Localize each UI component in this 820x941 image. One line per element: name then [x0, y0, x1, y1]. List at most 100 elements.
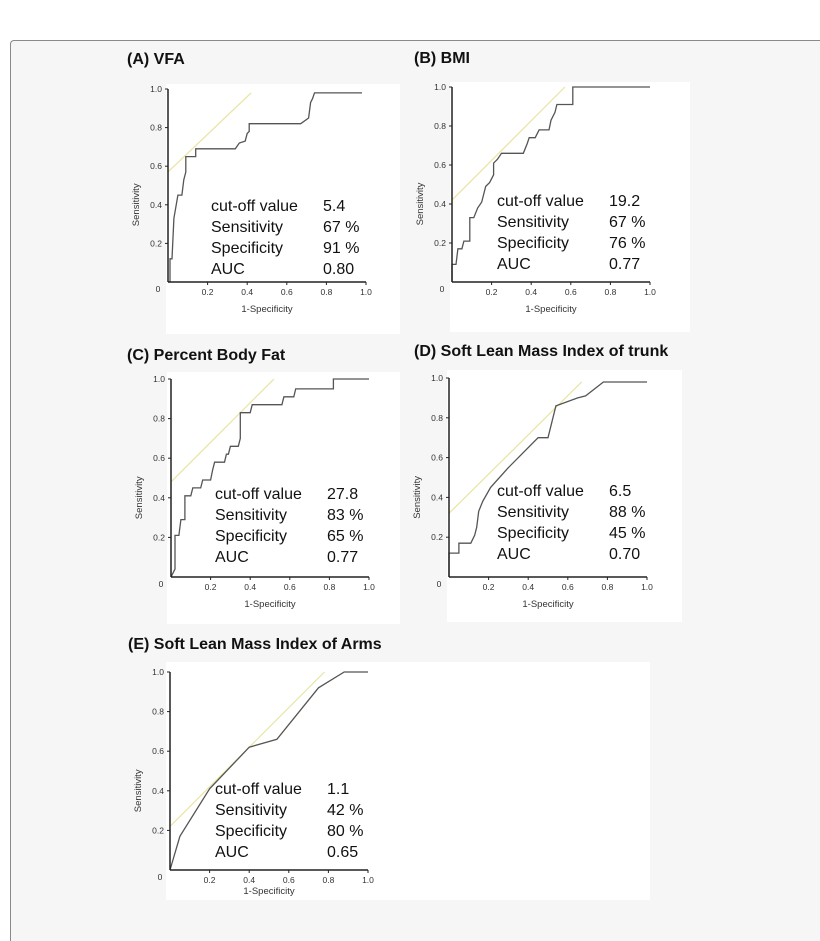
stat-value: 88 %	[609, 504, 646, 521]
x-tick-label: 0.6	[562, 582, 574, 592]
stat-row: cut-off value 19.2	[497, 191, 640, 212]
x-tick-label: 0.4	[241, 287, 253, 297]
stat-value: 65 %	[327, 528, 364, 545]
roc-curve	[168, 92, 362, 283]
plot-background	[167, 372, 400, 624]
panel-b-title: (B) BMI	[414, 50, 470, 67]
x-tick-label: 0.2	[483, 582, 495, 592]
stat-value: 45 %	[609, 525, 646, 542]
y-tick-label: 0.8	[152, 707, 164, 717]
y-tick-label: 0.4	[152, 786, 164, 796]
stat-value: 67 %	[323, 219, 360, 236]
stats-annotation: cut-off value 19.2 Sensitivity 67 % Specific…	[497, 191, 645, 275]
stat-row: Sensitivity 88 %	[497, 502, 645, 523]
x-tick-label: 0.8	[322, 875, 334, 885]
x-tick-label: 1.0	[360, 287, 372, 297]
stat-label: AUC	[497, 546, 531, 563]
stat-row: AUC 0.77	[497, 254, 640, 275]
y-axis-label: Sensitivity	[131, 183, 142, 226]
stats-annotation: cut-off value 1.1 Sensitivity 42 % Specifici…	[215, 779, 363, 863]
stat-row: Specificity 65 %	[215, 526, 363, 547]
roc-panel-2: 0.2 0.4 0.6 0.8 1.0 0.2 0.4 0.6 0.8 1.0 0 1-Specifi…	[134, 372, 400, 624]
stat-label: Specificity	[497, 235, 570, 252]
roc-panel-1: 0.2 0.4 0.6 0.8 1.0 0.2 0.4 0.6 0.8 1.0 0 1-Specifi…	[415, 82, 690, 332]
panel-e-title: (E) Soft Lean Mass Index of Arms	[128, 636, 382, 653]
roc-panel-3: 0.2 0.4 0.6 0.8 1.0 0.2 0.4 0.6 0.8 1.0 0 1-Specifi…	[412, 370, 682, 622]
stat-label: Sensitivity	[497, 214, 570, 231]
origin-label: 0	[158, 872, 163, 882]
stat-label: cut-off value	[497, 193, 584, 210]
y-tick-label: 0.4	[434, 199, 446, 209]
x-axis-label: 1-Specificity	[244, 599, 295, 610]
origin-label: 0	[437, 579, 442, 589]
stat-value: 0.65	[327, 844, 359, 861]
x-tick-label: 0.6	[283, 875, 295, 885]
roc-panel-0: 0.2 0.4 0.6 0.8 1.0 0.2 0.4 0.6 0.8 1.0 0 1-Specifi…	[131, 84, 400, 334]
x-axis-label: 1-Specificity	[525, 304, 576, 315]
plot-background	[166, 662, 650, 900]
stat-label: AUC	[215, 549, 249, 566]
stat-value: 19.2	[609, 193, 641, 210]
stat-label: cut-off value	[215, 486, 302, 503]
origin-label: 0	[159, 579, 164, 589]
stat-value: 0.70	[609, 546, 641, 563]
stat-row: Sensitivity 67 %	[211, 217, 359, 238]
y-tick-label: 0.8	[431, 413, 443, 423]
roc-curve	[170, 378, 369, 578]
stat-value: 83 %	[327, 507, 364, 524]
roc-curve	[451, 86, 650, 282]
x-tick-label: 0.8	[601, 582, 613, 592]
y-tick-label: 0.6	[153, 453, 165, 463]
stat-row: AUC 0.70	[497, 544, 640, 565]
stat-row: Sensitivity 83 %	[215, 505, 363, 526]
y-tick-label: 0.4	[150, 200, 162, 210]
y-tick-label: 1.0	[153, 374, 165, 384]
x-tick-label: 0.2	[486, 287, 498, 297]
x-tick-label: 0.6	[565, 287, 577, 297]
stat-value: 42 %	[327, 802, 364, 819]
y-tick-label: 0.2	[153, 532, 165, 542]
stat-value: 5.4	[323, 198, 346, 215]
x-axis-label: 1-Specificity	[241, 304, 292, 315]
panel-d-title: (D) Soft Lean Mass Index of trunk	[414, 343, 669, 360]
roc-panel-4: 0.2 0.4 0.6 0.8 1.0 0.2 0.4 0.6 0.8 1.0 0 1-Specifi…	[133, 662, 650, 900]
x-tick-label: 1.0	[363, 582, 375, 592]
x-tick-label: 0.8	[323, 582, 335, 592]
origin-label: 0	[440, 284, 445, 294]
stat-value: 0.77	[327, 549, 359, 566]
y-axis-label: Sensitivity	[133, 769, 144, 812]
stat-value: 6.5	[609, 483, 632, 500]
roc-curve	[448, 381, 647, 577]
panel-a-title: (A) VFA	[127, 51, 185, 68]
x-tick-label: 0.4	[525, 287, 537, 297]
stat-label: cut-off value	[211, 198, 298, 215]
stat-row: Specificity 76 %	[497, 233, 645, 254]
y-tick-label: 0.6	[152, 746, 164, 756]
plot-background	[166, 84, 400, 334]
stat-label: AUC	[215, 844, 249, 861]
x-tick-label: 0.8	[604, 287, 616, 297]
panel-c-title: (C) Percent Body Fat	[127, 347, 286, 364]
y-tick-label: 1.0	[150, 84, 162, 94]
stat-label: Sensitivity	[211, 219, 284, 236]
y-axis-label: Sensitivity	[415, 182, 426, 225]
stat-value: 67 %	[609, 214, 646, 231]
x-tick-label: 0.4	[522, 582, 534, 592]
x-axis-label: 1-Specificity	[522, 599, 573, 610]
stat-label: Sensitivity	[215, 802, 288, 819]
y-tick-label: 0.8	[153, 414, 165, 424]
stat-row: cut-off value 1.1	[215, 779, 349, 800]
stat-label: Specificity	[215, 823, 288, 840]
stat-row: Specificity 91 %	[211, 238, 359, 259]
stat-value: 27.8	[327, 486, 359, 503]
roc-curve	[169, 671, 368, 871]
y-tick-label: 0.8	[434, 121, 446, 131]
y-axis-label: Sensitivity	[134, 476, 145, 519]
y-tick-label: 0.2	[150, 238, 162, 248]
x-tick-label: 0.2	[204, 875, 216, 885]
stat-value: 0.80	[323, 261, 355, 278]
stat-row: AUC 0.65	[215, 842, 358, 863]
stat-row: AUC 0.80	[211, 259, 354, 280]
y-tick-label: 0.6	[434, 160, 446, 170]
